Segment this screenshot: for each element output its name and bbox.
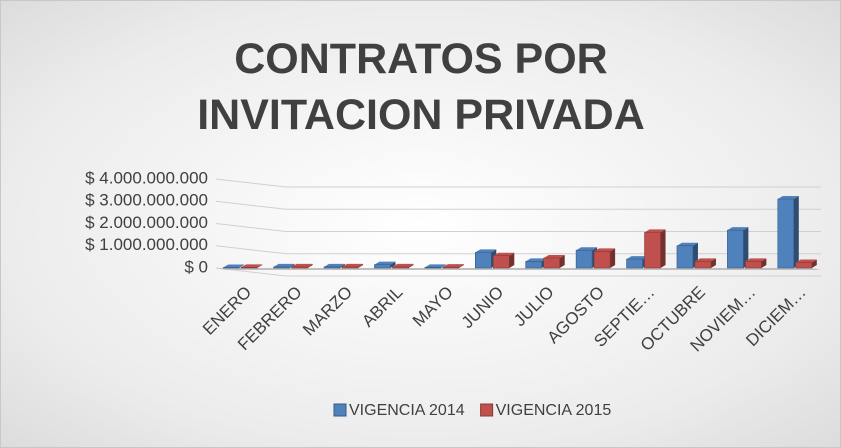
bar-top: [576, 247, 598, 251]
y-tick-label: $ 3.000.000.000: [85, 191, 208, 210]
y-tick-label: $ 4.000.000.000: [85, 168, 208, 187]
bar-top: [745, 258, 767, 262]
bar-side: [239, 264, 245, 268]
bar-side: [509, 252, 515, 268]
bar-side: [408, 263, 414, 268]
bar: [575, 249, 593, 269]
x-tick-label: MARZO: [299, 283, 356, 340]
grid-line: [215, 267, 821, 277]
grid-line: [215, 178, 821, 188]
bar-top: [525, 258, 547, 262]
y-tick-label: $ 0: [184, 257, 208, 276]
bar-top: [594, 248, 616, 252]
bar-side: [307, 263, 313, 268]
bar: [374, 264, 391, 269]
bar-top: [777, 196, 799, 200]
bar: [341, 266, 359, 269]
bar: [626, 258, 643, 269]
legend-label: VIGENCIA 2014: [349, 402, 465, 419]
bar-side: [340, 263, 346, 268]
bar-top: [694, 258, 716, 262]
bar-side: [458, 264, 464, 268]
bar: [745, 261, 762, 269]
bar: [727, 229, 744, 269]
bar: [694, 261, 712, 269]
bar-top: [795, 259, 817, 263]
grid-line: [215, 200, 821, 210]
bar-top: [241, 264, 263, 268]
legend-swatch: [333, 403, 347, 417]
bar: [492, 255, 510, 269]
bar-top: [475, 249, 497, 253]
bar: [795, 262, 813, 269]
bar: [442, 266, 460, 269]
bar-top: [342, 263, 364, 267]
bar-top: [626, 256, 648, 260]
bar: [424, 267, 442, 269]
bar-top: [676, 242, 698, 246]
bar-top: [273, 263, 295, 267]
bar-side: [610, 248, 616, 268]
grid-line: [215, 223, 821, 232]
bar: [392, 266, 409, 269]
bar-top: [493, 252, 515, 256]
bar-side: [257, 264, 263, 268]
bar: [777, 198, 795, 269]
bar: [525, 261, 543, 269]
bar-top: [644, 229, 666, 233]
bar-side: [743, 227, 749, 268]
x-tick-label: ABRIL: [358, 283, 406, 331]
chart-title: CONTRATOS POR INVITACION PRIVADA: [197, 35, 645, 139]
grid-line: [215, 245, 821, 255]
bar-side: [710, 258, 716, 268]
bar-side: [358, 263, 364, 268]
bar: [644, 232, 661, 269]
bar-side: [390, 261, 396, 268]
bar: [543, 257, 561, 269]
bar: [676, 245, 694, 269]
bar-side: [660, 229, 666, 268]
bar: [291, 266, 308, 269]
bar-side: [811, 259, 817, 268]
bar: [273, 266, 290, 269]
x-tick-label: MAYO: [409, 283, 457, 331]
y-tick-label: $ 1.000.000.000: [85, 235, 208, 254]
bar: [323, 266, 341, 269]
y-tick-label: $ 2.000.000.000: [85, 213, 208, 232]
bar-top: [543, 254, 565, 258]
bar: [593, 251, 611, 269]
bar-top: [324, 263, 346, 267]
bar: [240, 267, 258, 269]
bar-side: [761, 258, 767, 268]
bar-side: [559, 254, 565, 268]
bar-top: [442, 264, 464, 268]
bar-top: [374, 261, 396, 265]
bar-top: [291, 263, 313, 267]
bar-top: [424, 264, 446, 268]
bar-top: [392, 263, 414, 267]
legend-label: VIGENCIA 2015: [496, 402, 612, 419]
legend-swatch: [480, 403, 494, 417]
x-tick-label: JULIO: [510, 283, 558, 331]
bar-top: [223, 264, 245, 268]
bar-top: [727, 227, 749, 231]
x-tick-label: JUNIO: [458, 283, 507, 332]
floor: [216, 268, 821, 270]
bar-side: [440, 264, 446, 268]
bar-side: [289, 263, 295, 268]
bar-side: [793, 196, 799, 268]
bar: [474, 252, 492, 269]
